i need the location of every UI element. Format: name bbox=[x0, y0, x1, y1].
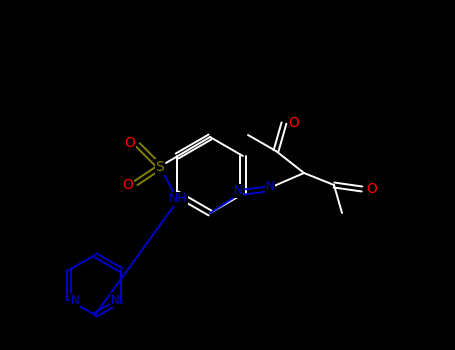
Text: N: N bbox=[266, 181, 274, 194]
Text: O: O bbox=[288, 116, 299, 130]
Text: N: N bbox=[233, 184, 243, 197]
Text: N: N bbox=[71, 294, 79, 307]
Text: O: O bbox=[125, 136, 136, 150]
Text: NH: NH bbox=[169, 193, 187, 205]
Text: S: S bbox=[156, 160, 164, 174]
Text: O: O bbox=[122, 178, 133, 192]
Text: N: N bbox=[111, 294, 119, 307]
Text: O: O bbox=[367, 182, 378, 196]
